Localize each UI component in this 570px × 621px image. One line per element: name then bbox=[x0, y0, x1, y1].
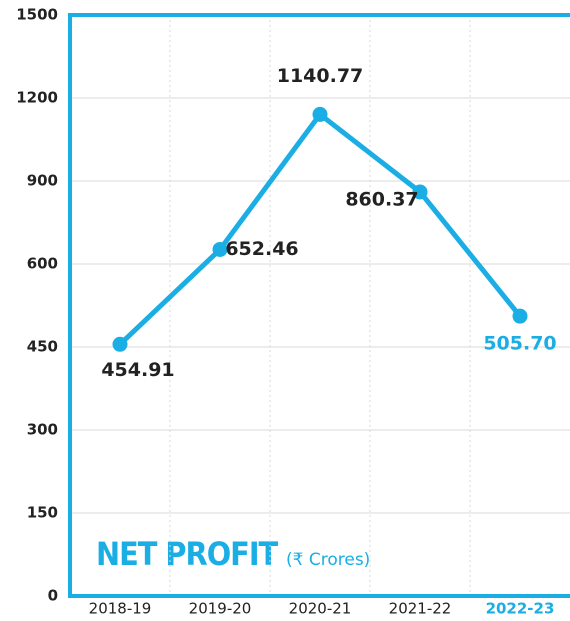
y-tick-label: 600 bbox=[27, 255, 58, 273]
point bbox=[412, 184, 428, 200]
y-tick-label: 1500 bbox=[16, 6, 58, 24]
point bbox=[212, 241, 228, 257]
frame bbox=[68, 13, 570, 598]
line bbox=[118, 110, 522, 347]
data-label: 860.37 bbox=[345, 188, 418, 210]
data-label: 454.91 bbox=[101, 359, 174, 381]
y-tick-label: 300 bbox=[27, 421, 58, 439]
point bbox=[312, 106, 328, 122]
data-label: 505.70 bbox=[483, 333, 556, 355]
data-label: 652.46 bbox=[225, 238, 298, 260]
data-label: 1140.77 bbox=[277, 65, 364, 87]
x-tick-label: 2021-22 bbox=[389, 600, 452, 618]
point bbox=[112, 336, 128, 352]
y-tick-label: 1200 bbox=[16, 89, 58, 107]
y-tick-label: 900 bbox=[27, 172, 58, 190]
chart-title: NET PROFIT bbox=[96, 535, 279, 573]
y-tick-label: 450 bbox=[27, 338, 58, 356]
y-tick-label: 0 bbox=[48, 587, 58, 605]
point bbox=[512, 308, 528, 324]
chart-subtitle: (₹ Crores) bbox=[286, 550, 370, 570]
x-tick-label: 2020-21 bbox=[289, 600, 352, 618]
x-tick-label: 2018-19 bbox=[89, 600, 152, 618]
x-tick-label: 2022-23 bbox=[486, 600, 555, 618]
y-tick-label: 150 bbox=[27, 504, 58, 522]
x-tick-label: 2019-20 bbox=[189, 600, 252, 618]
